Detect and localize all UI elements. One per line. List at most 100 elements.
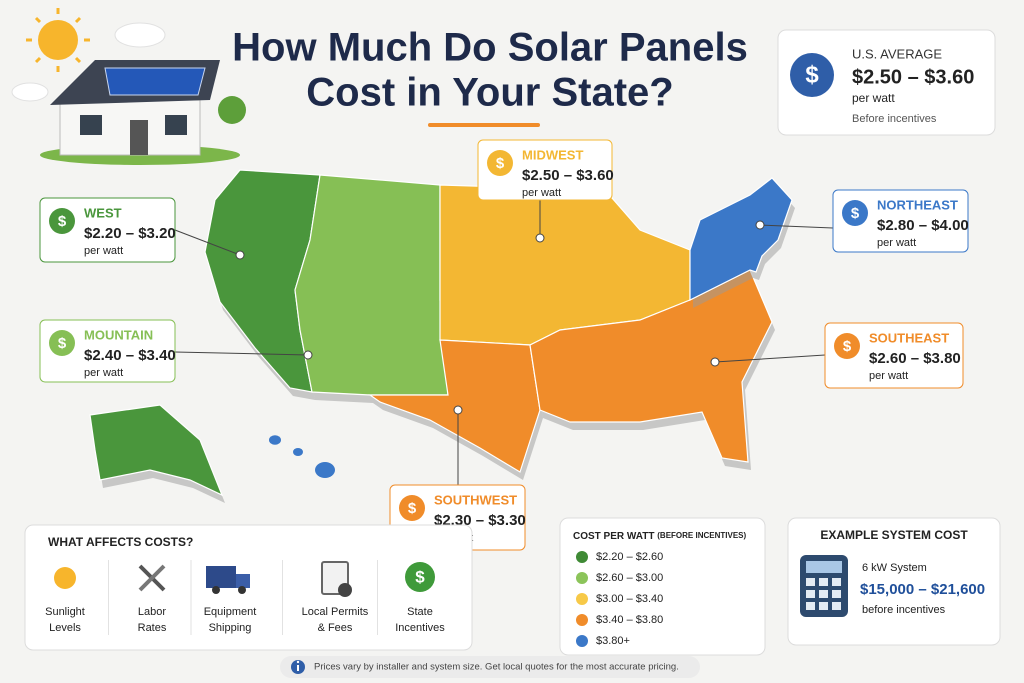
tree (218, 96, 246, 124)
cloud (114, 22, 166, 48)
region-icon (399, 495, 425, 521)
sun (38, 20, 78, 60)
example-system: 6 kW System (862, 562, 927, 574)
leader-dot (535, 233, 545, 243)
leader-dot (235, 250, 245, 260)
legend-title: COST PER WATT (BEFORE INCENTIVES) (573, 531, 746, 542)
us-average-range: $2.50 – $3.60 (852, 66, 974, 88)
region-range: $2.40 – $3.40 (84, 347, 176, 364)
region-shape (89, 404, 224, 497)
region-range: $2.50 – $3.60 (522, 167, 614, 184)
us-map (89, 169, 795, 503)
region-name: WEST (84, 205, 122, 220)
legend-swatch (576, 635, 588, 647)
region-name: SOUTHWEST (434, 492, 517, 507)
dollar-symbol: $ (851, 205, 860, 222)
calculator-screen (806, 561, 842, 573)
factor-label: Rates (138, 622, 167, 634)
factors-title: WHAT AFFECTS COSTS? (48, 535, 193, 549)
sun-rays (26, 8, 90, 72)
factor-label: Sunlight (45, 606, 85, 618)
truck-wheel (238, 586, 246, 594)
calculator-keys (806, 578, 841, 610)
legend-panel (559, 517, 766, 656)
dollar-symbol: $ (496, 155, 505, 172)
region-card (832, 189, 969, 253)
region-card (477, 139, 613, 201)
dollar-symbol: $ (843, 338, 852, 355)
region-unit: per watt (877, 237, 916, 249)
leader-dot (755, 220, 765, 230)
region-range: $2.60 – $3.80 (869, 350, 961, 367)
dollar-symbol: $ (415, 567, 425, 586)
region-unit: per watt (869, 370, 908, 382)
hawaii-island (315, 462, 335, 478)
dollar-symbol: $ (58, 335, 67, 352)
region-icon (487, 150, 513, 176)
leader-line (714, 354, 826, 363)
title-line: How Much Do Solar Panels (232, 26, 748, 70)
window (80, 115, 102, 135)
region-card (39, 319, 176, 383)
factor-label: State (407, 606, 433, 618)
region-unit: per watt (84, 367, 123, 379)
legend-swatch (576, 614, 588, 626)
region-name: MOUNTAIN (84, 327, 153, 342)
example-title: EXAMPLE SYSTEM COST (820, 528, 968, 542)
region-icon (842, 200, 868, 226)
dollar-symbol: $ (58, 213, 67, 230)
region-name: NORTHEAST (877, 197, 958, 212)
truck-icon (206, 566, 236, 588)
region-shape (294, 174, 449, 396)
example-note: before incentives (862, 604, 946, 616)
legend-list: $2.20 – $2.60 $2.60 – $3.00 $3.00 – $3.40 $… (576, 551, 663, 647)
region-cards: $ WEST $2.20 – $3.20 per watt $ MIDWEST $2.50 … (39, 139, 969, 551)
factor-list: Sunlight Levels Labor Rates Equipment Shippin… (45, 560, 445, 635)
incentive-icon (405, 562, 435, 592)
legend-swatch (576, 551, 588, 563)
house-illustration (11, 8, 246, 165)
region-name: MIDWEST (522, 147, 583, 162)
example-range: $15,000 – $21,600 (860, 581, 985, 598)
leader-line (759, 224, 834, 229)
hawaii-island (269, 435, 281, 445)
region-card (39, 197, 176, 263)
footer-pill (280, 656, 700, 678)
solar-panels (104, 67, 206, 96)
title-line: Cost in Your State? (306, 71, 673, 115)
legend-title-main: COST PER WATT (573, 531, 654, 542)
legend-label: $3.40 – $3.80 (596, 614, 663, 626)
leader-dot (453, 405, 463, 415)
factor-label: & Fees (318, 622, 353, 634)
truck-wheel (212, 586, 220, 594)
leader-line (174, 229, 241, 256)
sun-icon (54, 567, 76, 589)
us-average-icon (790, 53, 834, 97)
dollar-symbol: $ (408, 500, 417, 517)
factor-label: Levels (49, 622, 81, 634)
factor-label: Incentives (395, 622, 445, 634)
cloud (11, 82, 49, 102)
info-icon-mark (297, 665, 299, 671)
leader-line (174, 351, 309, 356)
factor-label: Labor (138, 606, 166, 618)
region-icon (49, 208, 75, 234)
dollar-symbol: $ (805, 61, 819, 88)
region-unit: per watt (522, 187, 561, 199)
region-range: $2.80 – $4.00 (877, 217, 969, 234)
info-icon-dot (296, 660, 300, 664)
factor-label: Equipment (204, 606, 257, 618)
us-average-label: U.S. AVERAGE (852, 46, 942, 61)
legend-label: $3.00 – $3.40 (596, 593, 663, 605)
footer-note: Prices vary by installer and system size… (314, 662, 679, 673)
region-icon (834, 333, 860, 359)
check-icon (338, 583, 352, 597)
leader-dot (303, 350, 313, 360)
calculator-icon (800, 555, 848, 617)
title-underline (428, 123, 540, 127)
factor-label: Local Permits (302, 606, 369, 618)
region-unit: per watt (84, 245, 123, 257)
legend-label: $3.80+ (596, 635, 630, 647)
region-shape (689, 177, 793, 301)
